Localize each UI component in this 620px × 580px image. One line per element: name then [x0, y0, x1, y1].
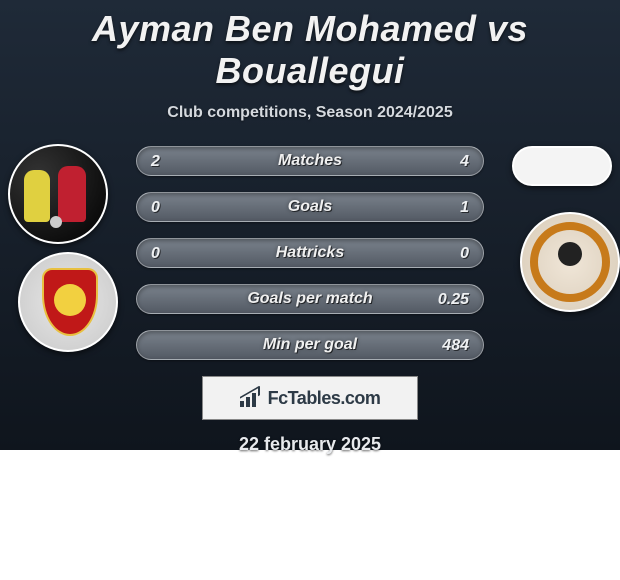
stat-row: 0 Hattricks 0: [136, 238, 484, 268]
stat-right-value: 4: [460, 147, 469, 177]
stat-row: Goals per match 0.25: [136, 284, 484, 314]
player1-photo: [8, 144, 108, 244]
player2-photo: [512, 146, 612, 186]
stat-right-value: 0: [460, 239, 469, 269]
stat-left-value: 0: [151, 193, 160, 223]
content-area: 2 Matches 4 0 Goals 1 0 Hattricks 0 Goal…: [0, 146, 620, 455]
stat-label: Goals per match: [247, 290, 372, 308]
stat-label: Matches: [278, 152, 342, 170]
player2-club-crest: [520, 212, 620, 312]
stat-row: 0 Goals 1: [136, 192, 484, 222]
stat-right-value: 1: [460, 193, 469, 223]
page-title: Ayman Ben Mohamed vs Bouallegui: [0, 0, 620, 92]
stat-right-value: 0.25: [438, 285, 469, 315]
source-logo: FcTables.com: [202, 376, 418, 420]
stat-label: Goals: [288, 198, 332, 216]
stat-left-value: 0: [151, 239, 160, 269]
chart-icon: [240, 389, 262, 407]
stat-row: 2 Matches 4: [136, 146, 484, 176]
stat-label: Min per goal: [263, 336, 357, 354]
comparison-card: Ayman Ben Mohamed vs Bouallegui Club com…: [0, 0, 620, 450]
source-logo-text: FcTables.com: [268, 388, 381, 409]
page-subtitle: Club competitions, Season 2024/2025: [0, 104, 620, 122]
stat-row: Min per goal 484: [136, 330, 484, 360]
stat-left-value: 2: [151, 147, 160, 177]
date-label: 22 february 2025: [0, 434, 620, 455]
stat-label: Hattricks: [276, 244, 344, 262]
stat-right-value: 484: [442, 331, 469, 361]
stats-table: 2 Matches 4 0 Goals 1 0 Hattricks 0 Goal…: [136, 146, 484, 360]
player1-club-crest: [18, 252, 118, 352]
